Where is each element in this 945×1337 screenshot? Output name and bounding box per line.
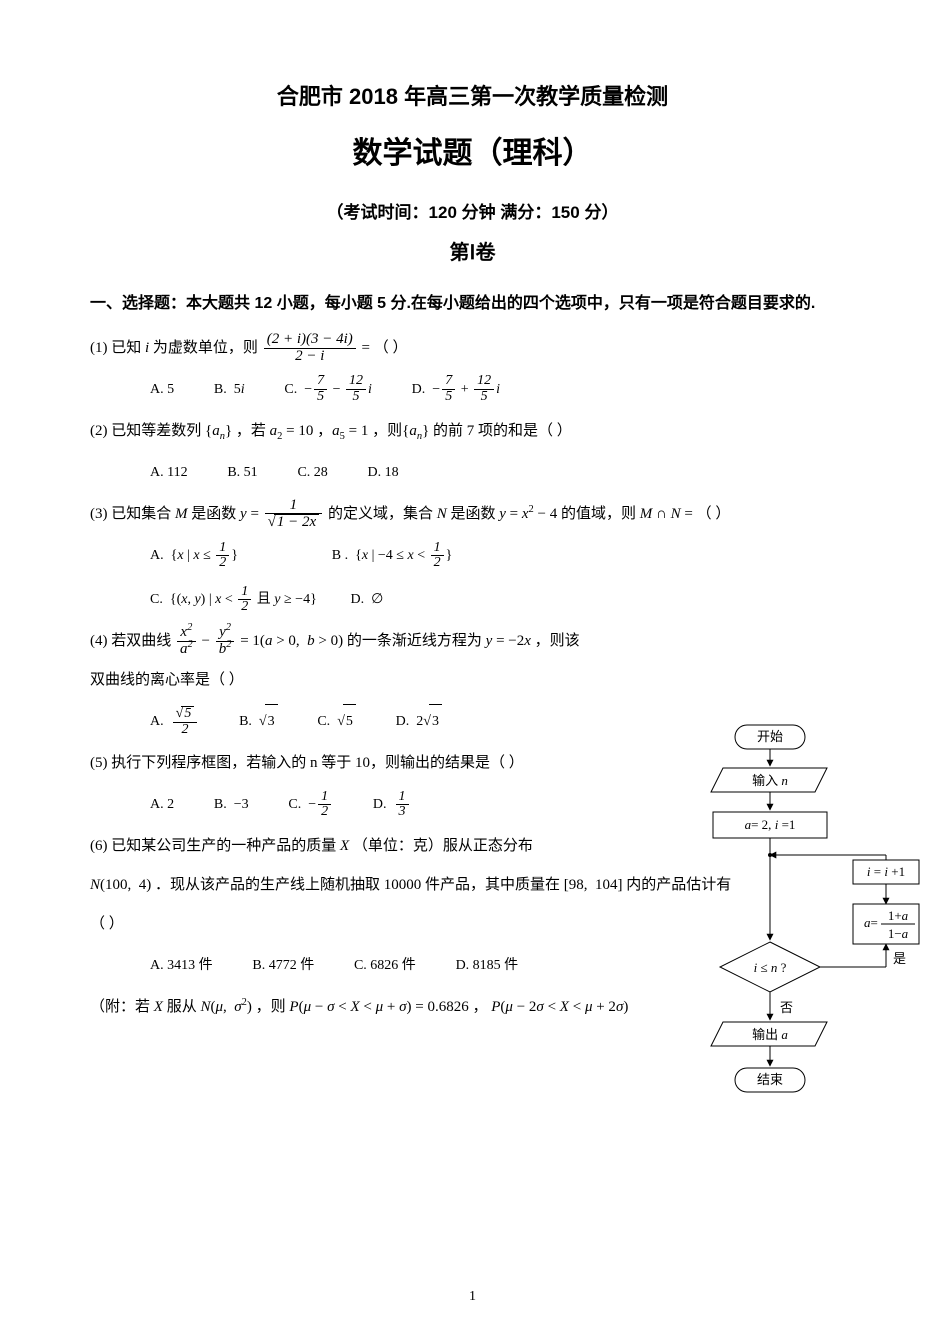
- flow-output: 输出 a: [752, 1027, 788, 1042]
- question-1: (1) 已知 i 为虚数单位，则 (2 + i)(3 − 4i) 2 − i =…: [90, 332, 855, 365]
- question-4: (4) 若双曲线 x2a2 − y2b2 = 1(a > 0, b > 0) 的…: [90, 625, 610, 658]
- q1-opt-a: A. 5: [150, 373, 174, 407]
- q4-opt-b: B. √3: [239, 704, 278, 739]
- question-2-options: A. 112 B. 51 C. 28 D. 18: [90, 454, 855, 490]
- page-number: 1: [0, 1286, 945, 1307]
- q1-opt-c: C. −75 − 125i: [284, 373, 372, 407]
- q1-opt-b: B. 5i: [214, 373, 245, 407]
- flow-yes-label: 是: [893, 951, 906, 966]
- header-line-4: 第Ⅰ卷: [90, 238, 855, 268]
- flow-end: 结束: [757, 1072, 783, 1087]
- q4-opt-a: A. √52: [150, 705, 199, 739]
- question-3-options-row1: A. {x | x ≤ 12} B . {x | −4 ≤ x < 12}: [90, 537, 855, 573]
- q2-stem: (2) 已知等差数列: [90, 423, 205, 439]
- q2-opt-d: D. 18: [368, 456, 399, 490]
- q1-stem-c: （ ）: [374, 340, 408, 356]
- question-3-options-row2: C. {(x, y) | x < 12 且 y ≥ −4} D. ∅: [90, 581, 855, 617]
- q1-stem-a: (1) 已知: [90, 340, 145, 356]
- q2-opt-b: B. 51: [227, 456, 257, 490]
- flow-init: a= 2, i =1: [745, 817, 796, 832]
- q6-opt-c: C. 6826 件: [354, 949, 416, 983]
- section-heading: 一、选择题：本大题共 12 小题，每小题 5 分.在每小题给出的四个选项中，只有…: [90, 288, 855, 320]
- q5-opt-d: D. 13: [373, 788, 411, 822]
- flow-start: 开始: [757, 729, 783, 744]
- q6-opt-b: B. 4772 件: [252, 949, 314, 983]
- header-line-1: 合肥市 2018 年高三第一次教学质量检测: [90, 80, 855, 113]
- q5-opt-a: A. 2: [150, 788, 174, 822]
- exam-page: 合肥市 2018 年高三第一次教学质量检测 数学试题（理科） （考试时间：120…: [0, 0, 945, 1337]
- header-line-3: （考试时间：120 分钟 满分：150 分）: [90, 200, 855, 226]
- svg-text:1+a: 1+a: [888, 908, 909, 923]
- flow-input: 输入 n: [752, 773, 788, 788]
- q3-opt-c: C. {(x, y) | x < 12 且 y ≥ −4}: [150, 583, 317, 617]
- q3-opt-a: A. {x | x ≤ 12}: [150, 539, 238, 573]
- flow-step-update: a=: [864, 915, 878, 930]
- header-line-2: 数学试题（理科）: [90, 131, 855, 176]
- flow-no-label: 否: [780, 1000, 793, 1015]
- q4-opt-d: D. 2√3: [396, 704, 442, 739]
- question-1-options: A. 5 B. 5i C. −75 − 125i D. −75 + 125i: [90, 371, 855, 407]
- q3-opt-d: D. ∅: [351, 583, 384, 617]
- question-5: (5) 执行下列程序框图，若输入的 n 等于 10，则输出的结果是（ ）: [90, 747, 610, 780]
- flow-step-increment: i = i +1: [867, 864, 905, 879]
- question-4-line2: 双曲线的离心率是（ ）: [90, 664, 855, 697]
- q2-opt-c: C. 28: [297, 456, 327, 490]
- q6-opt-d: D. 8185 件: [456, 949, 519, 983]
- question-3: (3) 已知集合 M 是函数 y = 1√1 − 2x 的定义域，集合 N 是函…: [90, 498, 855, 532]
- q2-opt-a: A. 112: [150, 456, 188, 490]
- q6-opt-a: A. 3413 件: [150, 949, 213, 983]
- q5-opt-b: B. −3: [214, 788, 249, 822]
- q1-stem-b: 为虚数单位，则: [149, 340, 262, 356]
- flow-decision: i ≤ n ?: [754, 960, 787, 975]
- q1-opt-d: D. −75 + 125i: [412, 373, 500, 407]
- q5-opt-c: C. −12: [288, 788, 333, 822]
- q1-fraction: (2 + i)(3 − 4i) 2 − i: [264, 332, 356, 365]
- svg-text:1−a: 1−a: [888, 926, 909, 941]
- q3-opt-b: B . {x | −4 ≤ x < 12}: [332, 539, 453, 573]
- question-2: (2) 已知等差数列 {an} ，若 a2 = 10 ，a5 = 1 ，则{an…: [90, 415, 855, 448]
- q4-opt-c: C. √5: [317, 704, 356, 739]
- flowchart: 开始 输入 n a= 2, i =1 i = i +1 a= 1+a 1−a: [665, 720, 925, 1140]
- flowchart-svg: 开始 输入 n a= 2, i =1 i = i +1 a= 1+a 1−a: [665, 720, 925, 1140]
- question-6-line1: (6) 已知某公司生产的一种产品的质量 X （单位：克）服从正态分布: [90, 830, 610, 863]
